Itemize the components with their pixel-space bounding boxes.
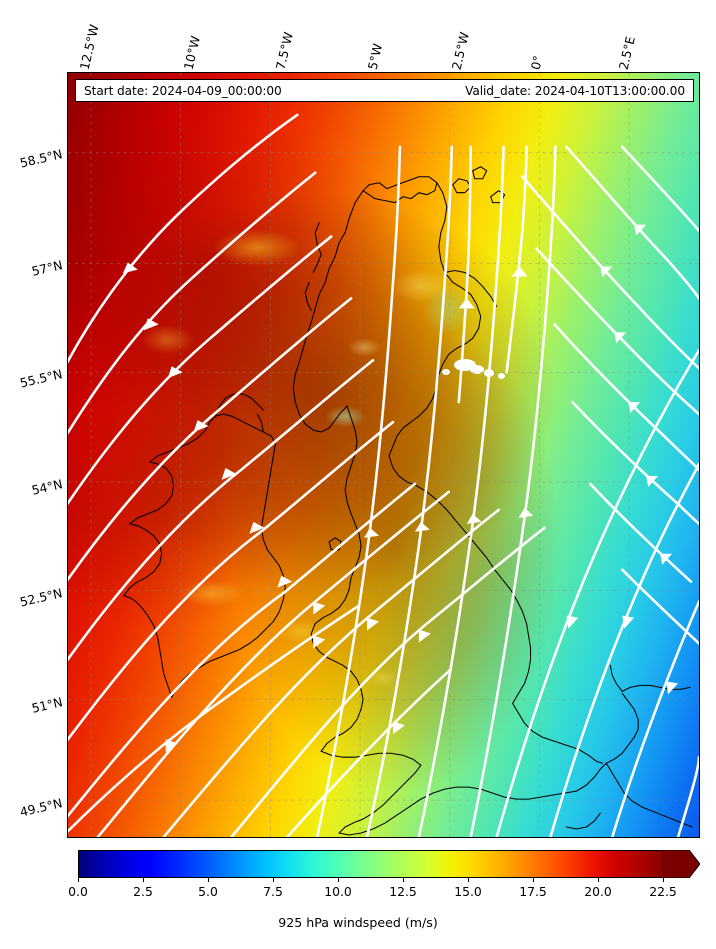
colorbar-tick (338, 878, 339, 882)
colorbar[interactable]: 0.0 2.5 5.0 7.5 10.0 12.5 15.0 17.5 20.0… (68, 850, 700, 899)
colorbar-tick (143, 878, 144, 882)
colorbar-tick-label: 2.5 (133, 884, 153, 899)
wind-streamlines (68, 113, 699, 837)
colorbar-extend-max-arrow (663, 850, 700, 878)
lon-tick-label: 10°W (180, 34, 204, 72)
lon-tick-label: 0° (527, 54, 546, 72)
colorbar-tick-label: 7.5 (263, 884, 283, 899)
colorbar-tick (663, 878, 664, 882)
map-plot-area[interactable]: Start date: 2024-04-09_00:00:00 Valid_da… (67, 72, 700, 838)
colorbar-tick (273, 878, 274, 882)
colorbar-tick (78, 878, 79, 882)
lon-tick-label: 2.5°E (615, 34, 638, 72)
start-date-label: Start date: 2024-04-09_00:00:00 (84, 83, 282, 98)
valid-date-label: Valid_date: 2024-04-10T13:00:00.00 (465, 83, 685, 98)
lat-tick-label: 57°N (29, 257, 64, 279)
lat-tick-label: 55.5°N (18, 366, 64, 391)
date-annotation-box: Start date: 2024-04-09_00:00:00 Valid_da… (75, 79, 694, 102)
colorbar-tick (533, 878, 534, 882)
colorbar-tick-label: 22.5 (649, 884, 677, 899)
colorbar-tick-label: 12.5 (389, 884, 417, 899)
lon-tick-label: 12.5°W (76, 22, 102, 72)
lon-tick-label: 7.5°W (272, 30, 296, 72)
lat-tick-label: 58.5°N (18, 146, 64, 171)
colorbar-tick (468, 878, 469, 882)
lat-tick-label: 52.5°N (18, 585, 64, 610)
over-range-patch (498, 373, 505, 379)
colorbar-tick-label: 15.0 (454, 884, 482, 899)
colorbar-tick-label: 17.5 (519, 884, 547, 899)
colorbar-tick (208, 878, 209, 882)
colorbar-axis-label: 925 hPa windspeed (m/s) (278, 915, 438, 930)
colorbar-tick-label: 20.0 (584, 884, 612, 899)
colorbar-tick-label: 5.0 (198, 884, 218, 899)
lat-tick-label: 54°N (29, 476, 64, 498)
lat-tick-label: 51°N (29, 694, 64, 716)
lat-tick-label: 49.5°N (18, 795, 64, 820)
lon-tick-label: 5°W (364, 42, 386, 72)
over-range-patch (470, 365, 484, 374)
colorbar-tick-label: 0.0 (68, 884, 88, 899)
colorbar-tick-label: 10.0 (324, 884, 352, 899)
colorbar-tick (403, 878, 404, 882)
lon-tick-label: 2.5°W (448, 30, 472, 72)
colorbar-gradient (78, 850, 664, 878)
colorbar-tick (598, 878, 599, 882)
